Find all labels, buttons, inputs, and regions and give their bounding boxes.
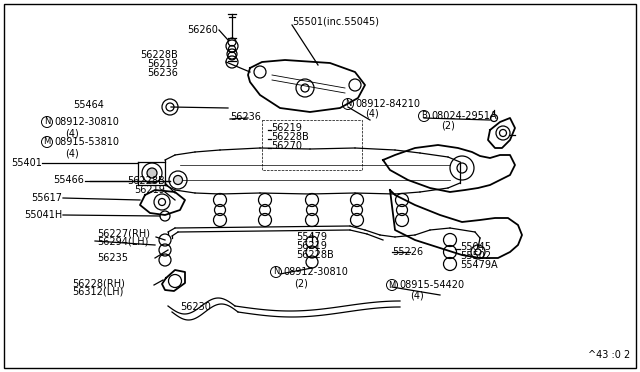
Text: (4): (4)	[65, 128, 79, 138]
Text: 56219: 56219	[147, 59, 178, 69]
Text: 56228B: 56228B	[271, 132, 308, 142]
Text: 56219: 56219	[134, 185, 165, 195]
Text: 56228B: 56228B	[296, 250, 333, 260]
Text: 55226: 55226	[392, 247, 423, 257]
Text: 08915-53810: 08915-53810	[54, 137, 120, 147]
Text: 08915-54420: 08915-54420	[399, 280, 465, 290]
Text: N: N	[345, 99, 351, 109]
Text: ^43 :0 2: ^43 :0 2	[588, 350, 630, 360]
Text: 56227(RH): 56227(RH)	[97, 228, 150, 238]
Text: 56230: 56230	[180, 302, 211, 312]
Text: 56270: 56270	[271, 141, 302, 151]
Text: 55479A: 55479A	[460, 260, 498, 270]
Text: 55464: 55464	[73, 100, 104, 110]
Text: (2): (2)	[442, 121, 456, 131]
Text: 55045: 55045	[460, 242, 491, 252]
Text: 56236: 56236	[230, 112, 261, 122]
Text: 56236: 56236	[147, 68, 178, 78]
Text: N: N	[273, 267, 279, 276]
Text: 55617: 55617	[31, 193, 62, 203]
Text: 08912-30810: 08912-30810	[284, 267, 348, 277]
Text: 56260: 56260	[187, 25, 218, 35]
Text: 56294(LH): 56294(LH)	[97, 237, 148, 247]
Text: 55501(inc.55045): 55501(inc.55045)	[292, 17, 379, 27]
Text: (2): (2)	[294, 278, 308, 288]
Text: 55466: 55466	[53, 175, 84, 185]
Text: 55041H: 55041H	[24, 210, 62, 220]
Text: 08912-30810: 08912-30810	[54, 117, 120, 127]
Text: 56228(RH): 56228(RH)	[72, 278, 125, 288]
Text: 55479: 55479	[296, 232, 327, 242]
Text: (4): (4)	[410, 291, 424, 301]
Text: 56235: 56235	[97, 253, 128, 263]
Text: (4): (4)	[365, 109, 380, 119]
Text: (4): (4)	[65, 148, 79, 158]
Text: 08912-84210: 08912-84210	[355, 99, 420, 109]
Text: 56219: 56219	[296, 241, 327, 251]
Circle shape	[147, 168, 157, 178]
Text: 56228B: 56228B	[127, 176, 165, 186]
Text: M: M	[44, 138, 51, 147]
Text: 55401: 55401	[11, 158, 42, 168]
Text: M: M	[388, 280, 396, 289]
Text: 56228B: 56228B	[140, 50, 178, 60]
Text: 55502: 55502	[460, 251, 491, 261]
Text: 56312(LH): 56312(LH)	[72, 287, 124, 297]
Text: 56219: 56219	[271, 123, 302, 133]
Text: N: N	[44, 118, 50, 126]
Bar	[262, 120, 362, 170]
Circle shape	[173, 176, 182, 185]
Text: B: B	[421, 112, 427, 121]
Text: 08024-2951A: 08024-2951A	[431, 111, 497, 121]
